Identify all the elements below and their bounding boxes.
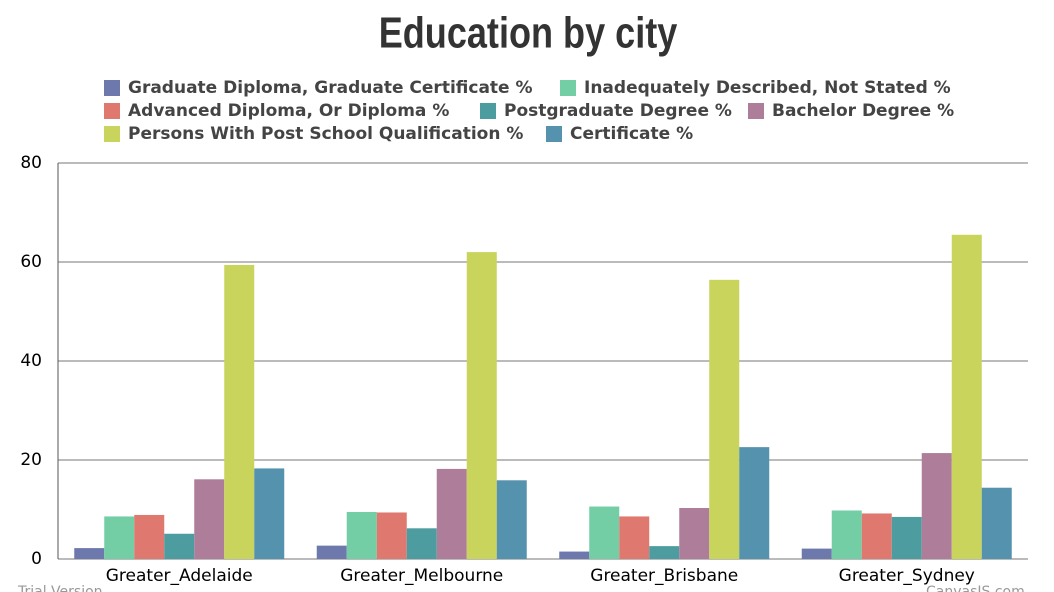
bar bbox=[649, 546, 680, 559]
bar bbox=[104, 516, 135, 559]
x-tick-label: Greater_Brisbane bbox=[590, 566, 738, 586]
bar bbox=[134, 514, 165, 559]
chart-title: Education by city bbox=[379, 8, 678, 57]
legend-swatch bbox=[104, 126, 120, 142]
legend-label: Bachelor Degree % bbox=[772, 101, 954, 121]
legend-swatch bbox=[560, 80, 576, 96]
y-tick-label: 80 bbox=[20, 153, 42, 173]
legend-swatch bbox=[104, 80, 120, 96]
legend-swatch bbox=[546, 126, 562, 142]
bar bbox=[164, 533, 195, 559]
legend-label: Postgraduate Degree % bbox=[504, 101, 732, 121]
bar bbox=[224, 264, 255, 559]
bar bbox=[376, 512, 407, 559]
bar bbox=[436, 468, 467, 559]
legend-label: Certificate % bbox=[570, 124, 693, 144]
y-tick-label: 40 bbox=[20, 351, 42, 371]
watermark: CanvasJS.com bbox=[926, 584, 1025, 592]
y-tick-label: 20 bbox=[20, 450, 42, 470]
x-tick-label: Greater_Melbourne bbox=[340, 566, 503, 586]
bar bbox=[801, 548, 832, 559]
bar bbox=[346, 511, 377, 559]
legend-swatch bbox=[748, 103, 764, 119]
legend-label: Persons With Post School Qualification % bbox=[128, 124, 523, 144]
bar bbox=[981, 487, 1012, 559]
bar bbox=[194, 479, 225, 559]
bar bbox=[74, 548, 105, 559]
bar bbox=[316, 545, 347, 559]
y-tick-label: 60 bbox=[20, 252, 42, 272]
bar bbox=[831, 510, 862, 559]
bar bbox=[619, 516, 650, 559]
x-tick-label: Greater_Adelaide bbox=[106, 566, 253, 586]
bar bbox=[951, 234, 982, 559]
x-tick-label: Greater_Sydney bbox=[839, 566, 975, 586]
bar bbox=[891, 516, 922, 559]
bar bbox=[466, 252, 497, 559]
bar bbox=[679, 508, 710, 559]
legend-swatch bbox=[480, 103, 496, 119]
bar bbox=[861, 513, 892, 559]
legend-label: Inadequately Described, Not Stated % bbox=[584, 78, 951, 98]
bar bbox=[921, 453, 952, 559]
bar bbox=[589, 506, 620, 559]
legend-label: Advanced Diploma, Or Diploma % bbox=[128, 101, 449, 121]
bar bbox=[709, 279, 740, 559]
bar bbox=[559, 551, 590, 559]
y-tick-label: 0 bbox=[31, 549, 42, 569]
bar bbox=[254, 468, 285, 559]
legend-label: Graduate Diploma, Graduate Certificate % bbox=[128, 78, 533, 98]
bar bbox=[496, 480, 527, 559]
bar bbox=[406, 528, 437, 559]
legend-swatch bbox=[104, 103, 120, 119]
bar bbox=[739, 447, 770, 559]
watermark: Trial Version bbox=[17, 584, 103, 592]
